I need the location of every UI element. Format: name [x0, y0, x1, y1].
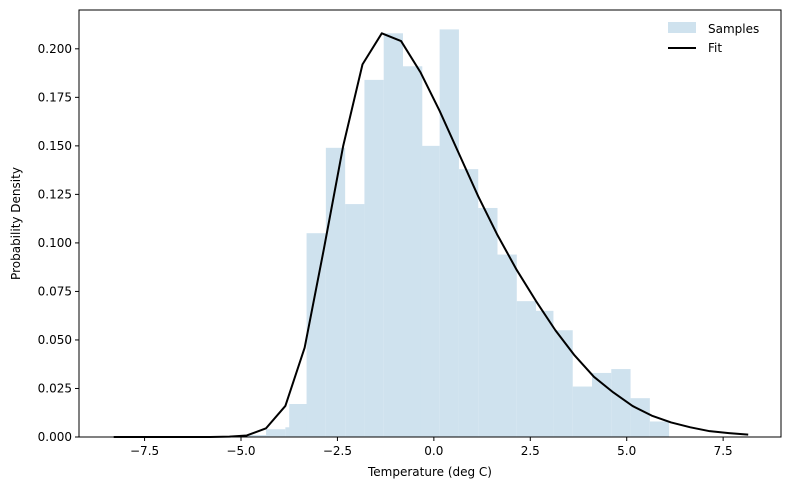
- histogram-bar-1: [266, 429, 286, 437]
- x-axis-label: Temperature (deg C): [367, 465, 492, 479]
- histogram-bar-0: [246, 435, 267, 437]
- y-tick-label: 0.200: [38, 42, 72, 56]
- histogram-bar-22: [649, 421, 670, 437]
- y-tick-label: 0.150: [38, 139, 72, 153]
- x-tick-label: −7.5: [130, 444, 159, 458]
- y-tick-label: 0.025: [38, 381, 72, 395]
- x-tick-label: 7.5: [714, 444, 733, 458]
- x-tick-label: 0.0: [424, 444, 443, 458]
- x-tick-label: 5.0: [617, 444, 636, 458]
- histogram-bar-9: [403, 66, 423, 437]
- y-tick-label: 0.100: [38, 236, 72, 250]
- histogram-bar-5: [325, 147, 346, 437]
- histogram-bar-6: [345, 204, 365, 437]
- legend-swatch-samples: [668, 22, 696, 33]
- y-tick-label: 0.050: [38, 333, 72, 347]
- histogram-bar-12: [458, 169, 479, 437]
- y-axis-label: Probability Density: [9, 167, 23, 280]
- y-axis-ticks: 0.000 0.025 0.050 0.075 0.100 0.125 0.150 0.175…: [38, 42, 79, 444]
- histogram-bar-3: [289, 404, 309, 437]
- histogram-bar-17: [553, 330, 573, 437]
- y-tick-label: 0.125: [38, 187, 72, 201]
- legend-label-fit: Fit: [708, 41, 722, 55]
- legend-label-samples: Samples: [708, 22, 759, 36]
- histogram-bar-19: [592, 372, 612, 437]
- y-tick-label: 0.000: [38, 430, 72, 444]
- histogram-bar-11: [439, 29, 459, 438]
- y-tick-label: 0.175: [38, 90, 72, 104]
- histogram-bars: [246, 29, 670, 438]
- histogram-bar-4: [306, 233, 326, 437]
- histogram-bar-21: [630, 398, 650, 437]
- histogram-bar-7: [364, 79, 384, 437]
- x-tick-label: 2.5: [521, 444, 540, 458]
- histogram-bar-14: [497, 254, 517, 437]
- histogram-bar-15: [516, 301, 537, 437]
- x-axis-ticks: −7.5 −5.0 −2.5 0.0 2.5 5.0 7.5: [130, 437, 733, 458]
- x-tick-label: −2.5: [323, 444, 352, 458]
- histogram-bar-10: [420, 145, 440, 437]
- histogram-bar-20: [611, 369, 631, 437]
- histogram-bar-13: [478, 207, 498, 437]
- y-tick-label: 0.075: [38, 284, 72, 298]
- axes-frame: [78, 9, 782, 438]
- legend: Samples Fit: [668, 22, 759, 55]
- x-tick-label: −5.0: [226, 444, 255, 458]
- histogram-bar-18: [572, 386, 592, 437]
- histogram-bar-8: [383, 33, 403, 438]
- histogram-bar-16: [534, 310, 554, 437]
